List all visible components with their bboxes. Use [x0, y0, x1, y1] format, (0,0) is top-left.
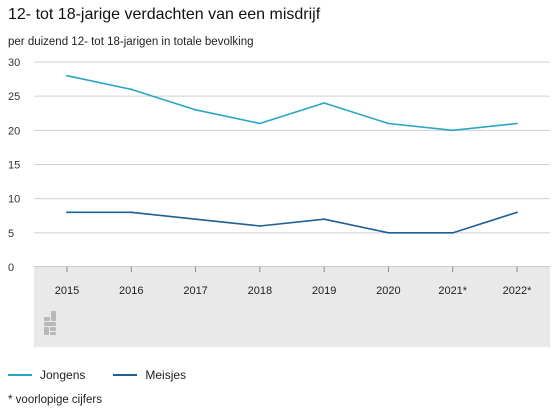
- logo-part: [50, 332, 56, 335]
- x-tick-label: 2020: [376, 285, 400, 297]
- data-point: [516, 122, 518, 125]
- logo-part: [50, 327, 56, 331]
- y-tick-label: 15: [8, 160, 20, 172]
- data-point: [130, 211, 133, 214]
- x-tick-label: 2022*: [503, 285, 532, 297]
- y-tick-label: 10: [8, 194, 20, 206]
- data-point: [387, 231, 390, 234]
- x-axis-ticks: 2015 2016 2017 2018 2019 2020 2021* 2022*: [55, 267, 532, 297]
- grid-lines: [34, 61, 550, 268]
- legend-label-jongens: Jongens: [40, 368, 86, 382]
- line-chart: 0 5 10 15 20 25 30 2015 2016 2017 2018 2019 2020 202…: [8, 57, 550, 347]
- chart-subtitle: per duizend 12- tot 18-jarigen in totale…: [8, 36, 254, 48]
- series-lines: [66, 74, 518, 234]
- data-point: [130, 88, 133, 91]
- series-line-meisjes: [67, 211, 518, 234]
- logo-part: [44, 327, 49, 335]
- data-point: [66, 74, 68, 77]
- series-line-jongens: [66, 74, 518, 132]
- y-tick-label: 30: [8, 57, 20, 69]
- logo-part: [51, 311, 56, 321]
- x-tick-label: 2017: [183, 285, 207, 297]
- data-point: [194, 218, 197, 221]
- footnote: * voorlopige cijfers: [8, 394, 102, 406]
- data-point: [451, 129, 454, 132]
- legend-swatch-meisjes: [113, 374, 138, 376]
- data-point: [451, 231, 454, 234]
- data-point: [516, 211, 518, 214]
- x-tick-label: 2021*: [438, 285, 467, 297]
- data-point: [194, 108, 197, 111]
- logo-part: [44, 317, 50, 321]
- y-tick-label: 0: [8, 262, 14, 274]
- y-tick-label: 5: [8, 228, 14, 240]
- legend-swatch-jongens: [8, 374, 32, 376]
- y-axis-ticks: 0 5 10 15 20 25 30: [8, 57, 20, 274]
- x-tick-label: 2018: [248, 285, 272, 297]
- data-point: [258, 122, 261, 125]
- legend-item-meisjes: Meisjes: [113, 368, 186, 382]
- data-point: [258, 225, 261, 227]
- data-point: [387, 122, 390, 125]
- y-tick-label: 20: [8, 125, 20, 137]
- data-point: [66, 211, 68, 214]
- y-tick-label: 25: [8, 91, 20, 103]
- legend-label-meisjes: Meisjes: [145, 368, 187, 382]
- x-tick-label: 2016: [119, 285, 143, 297]
- chart-title: 12- tot 18-jarige verdachten van een mis…: [8, 6, 321, 23]
- legend: Jongens Meisjes: [8, 368, 214, 382]
- data-point: [323, 102, 326, 104]
- legend-item-jongens: Jongens: [8, 368, 85, 382]
- cbs-logo-icon: [44, 311, 56, 335]
- data-point: [323, 218, 326, 221]
- x-tick-label: 2015: [55, 285, 79, 297]
- x-axis-band: [34, 267, 550, 347]
- x-tick-label: 2019: [312, 285, 336, 297]
- logo-part: [44, 322, 56, 326]
